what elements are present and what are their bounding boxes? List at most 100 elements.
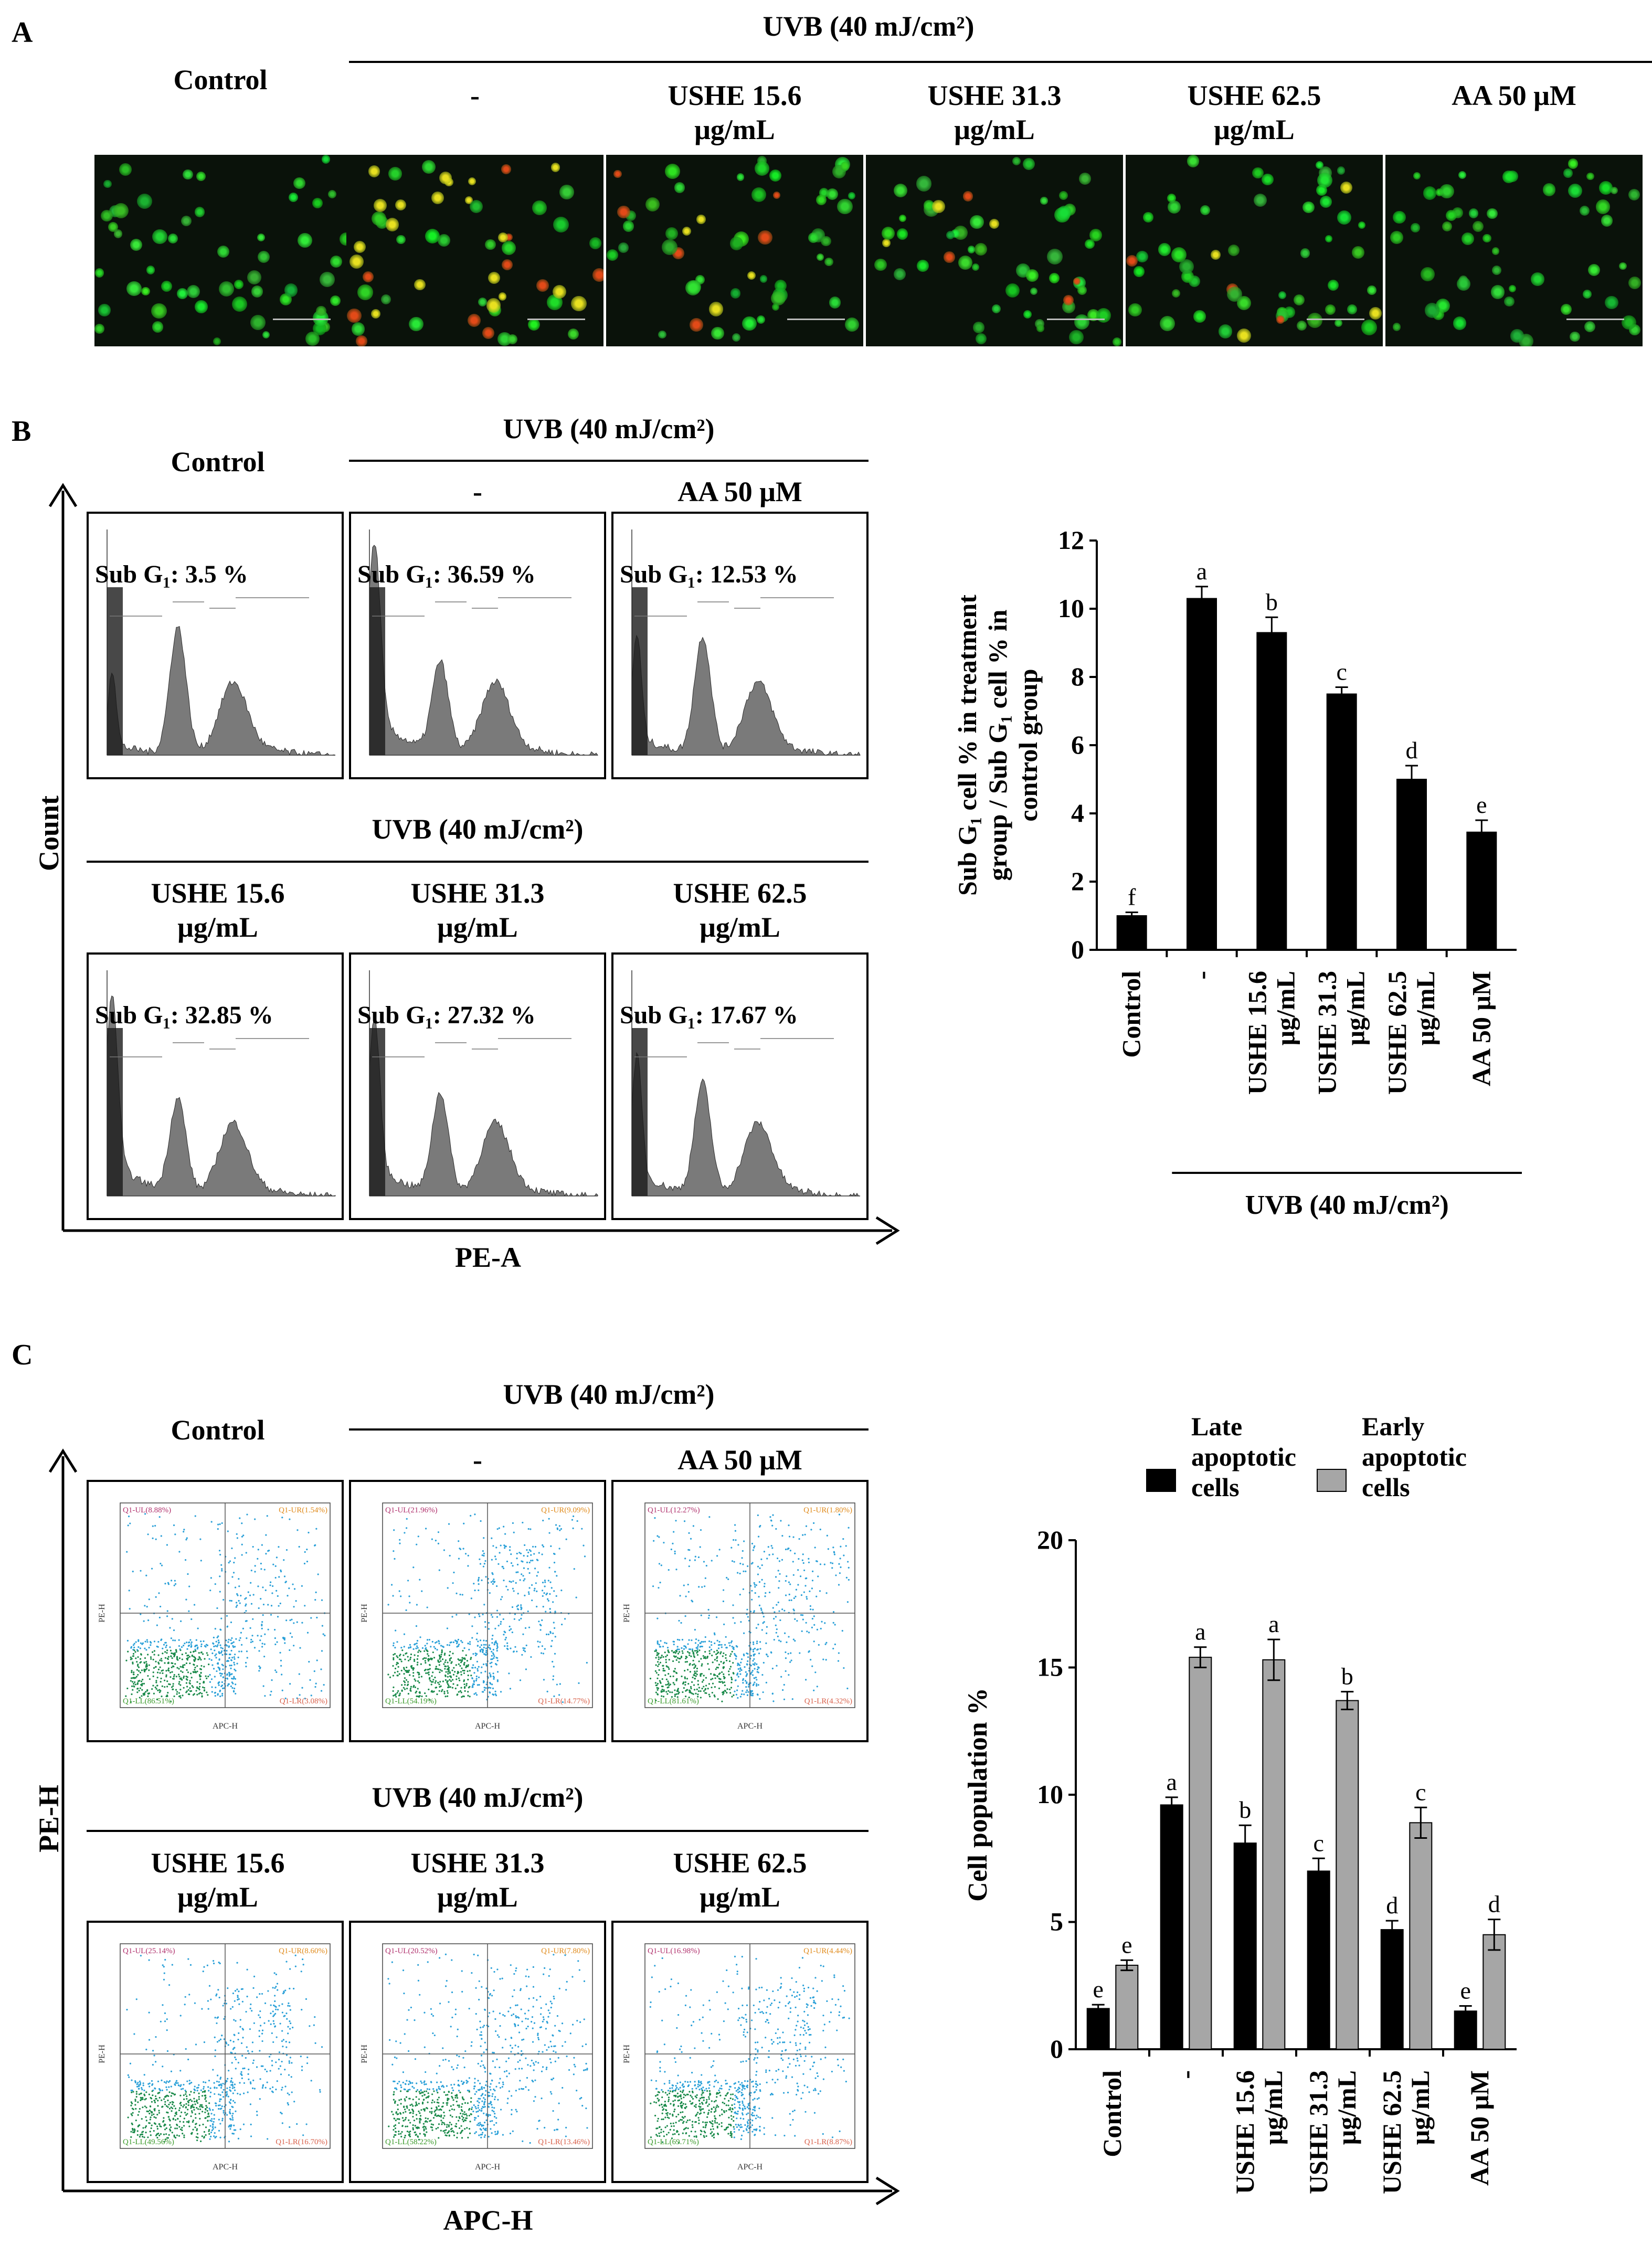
event-dot	[305, 1998, 308, 2000]
event-dot	[483, 2025, 485, 2027]
event-dot	[523, 2038, 525, 2040]
event-dot	[532, 2006, 534, 2008]
event-dot	[438, 2086, 440, 2088]
event-dot	[467, 1694, 469, 1697]
event-dot	[509, 1688, 512, 1690]
event-dot	[405, 1669, 407, 1672]
event-dot	[701, 1645, 703, 1648]
event-dot	[300, 2056, 302, 2058]
event-dot	[759, 1567, 761, 1569]
event-dot	[520, 1604, 522, 1606]
event-dot	[207, 2113, 209, 2115]
event-dot	[135, 1657, 137, 1659]
event-dot	[204, 1658, 206, 1660]
event-dot	[686, 1678, 689, 1680]
event-dot	[770, 1651, 772, 1654]
event-dot	[730, 1641, 732, 1644]
event-dot	[544, 1585, 546, 1587]
event-dot	[701, 1665, 703, 1667]
event-dot	[819, 1528, 821, 1531]
event-dot	[755, 1676, 757, 1679]
event-dot	[301, 1585, 303, 1587]
event-dot	[143, 1668, 145, 1670]
event-dot	[516, 1558, 518, 1560]
event-dot	[264, 2068, 266, 2071]
event-dot	[437, 2114, 439, 2117]
event-dot	[406, 1518, 408, 1520]
event-dot	[518, 2088, 521, 2090]
event-dot	[808, 1561, 810, 1563]
cell	[1059, 191, 1068, 200]
event-dot	[230, 2124, 232, 2126]
event-dot	[301, 2069, 303, 2071]
event-dot	[204, 2117, 206, 2119]
event-dot	[150, 1644, 152, 1646]
event-dot	[779, 1573, 781, 1575]
cell	[881, 226, 895, 240]
cell	[98, 304, 111, 316]
event-dot	[798, 1538, 800, 1540]
cell	[1079, 173, 1091, 185]
event-dot	[152, 1537, 154, 1540]
event-dot	[204, 2094, 207, 2096]
event-dot	[496, 1528, 499, 1530]
event-dot	[527, 1976, 530, 1978]
event-dot	[185, 2103, 187, 2105]
cell	[924, 200, 935, 211]
event-dot	[200, 1560, 202, 1562]
event-dot	[231, 2081, 234, 2083]
event-dot	[657, 1661, 659, 1663]
event-dot	[219, 1591, 221, 1593]
scale-bar	[1307, 319, 1364, 320]
event-dot	[469, 1696, 471, 1698]
event-dot	[196, 1670, 198, 1672]
event-dot	[485, 1665, 488, 1667]
event-dot	[429, 1664, 431, 1666]
event-dot	[200, 1659, 202, 1661]
event-dot	[731, 1560, 734, 1562]
event-dot	[742, 1678, 745, 1680]
event-dot	[397, 2082, 399, 2084]
event-dot	[267, 1604, 269, 1606]
event-dot	[174, 1533, 176, 1535]
event-dot	[426, 1643, 428, 1645]
event-dot	[171, 2110, 173, 2112]
event-dot	[474, 2119, 476, 2121]
event-dot	[202, 1971, 204, 1973]
cell	[1490, 285, 1505, 299]
event-dot	[164, 1662, 166, 1664]
event-dot	[506, 1642, 509, 1644]
event-dot	[209, 2087, 211, 2089]
event-dot	[188, 2094, 191, 2096]
event-dot	[729, 1692, 732, 1694]
event-dot	[299, 1694, 301, 1696]
event-dot	[470, 2101, 472, 2103]
event-dot	[711, 1686, 713, 1689]
event-dot	[491, 1650, 493, 1653]
event-dot	[547, 1600, 549, 1602]
panel-b-group-aa: AA 50 μM	[677, 476, 802, 507]
event-dot	[740, 1621, 742, 1623]
event-dot	[484, 2094, 486, 2096]
event-dot	[461, 2080, 463, 2082]
event-dot	[494, 2131, 496, 2133]
event-dot	[294, 1954, 296, 1956]
event-dot	[394, 2087, 396, 2089]
event-dot	[159, 1666, 161, 1668]
event-dot	[226, 1674, 228, 1676]
event-dot	[221, 1673, 223, 1675]
event-dot	[526, 1985, 528, 1987]
event-dot	[289, 1649, 291, 1651]
cell	[1605, 295, 1618, 309]
cell	[346, 308, 362, 323]
event-dot	[656, 1689, 659, 1691]
event-dot	[394, 2124, 397, 2126]
event-dot	[230, 2051, 232, 2053]
event-dot	[249, 2103, 251, 2105]
event-dot	[161, 2079, 163, 2081]
event-dot	[196, 1665, 198, 1667]
event-dot	[319, 2089, 321, 2091]
event-dot	[797, 1584, 799, 1586]
event-dot	[748, 1683, 750, 1686]
cell	[771, 291, 786, 306]
